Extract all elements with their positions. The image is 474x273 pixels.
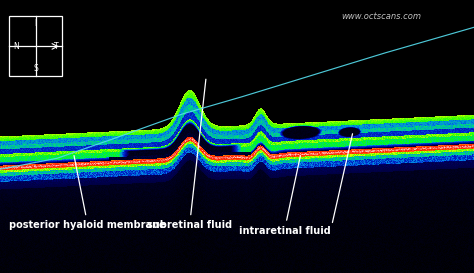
Bar <box>9 16 62 76</box>
Text: T: T <box>54 42 59 51</box>
Text: S: S <box>33 64 38 73</box>
Text: www.octscans.com: www.octscans.com <box>341 12 421 21</box>
Text: posterior hyaloid membrane: posterior hyaloid membrane <box>9 156 166 230</box>
Text: subretinal fluid: subretinal fluid <box>147 79 232 230</box>
Text: intraretinal fluid: intraretinal fluid <box>238 156 330 236</box>
Text: N: N <box>13 42 19 51</box>
Text: I: I <box>35 19 36 28</box>
